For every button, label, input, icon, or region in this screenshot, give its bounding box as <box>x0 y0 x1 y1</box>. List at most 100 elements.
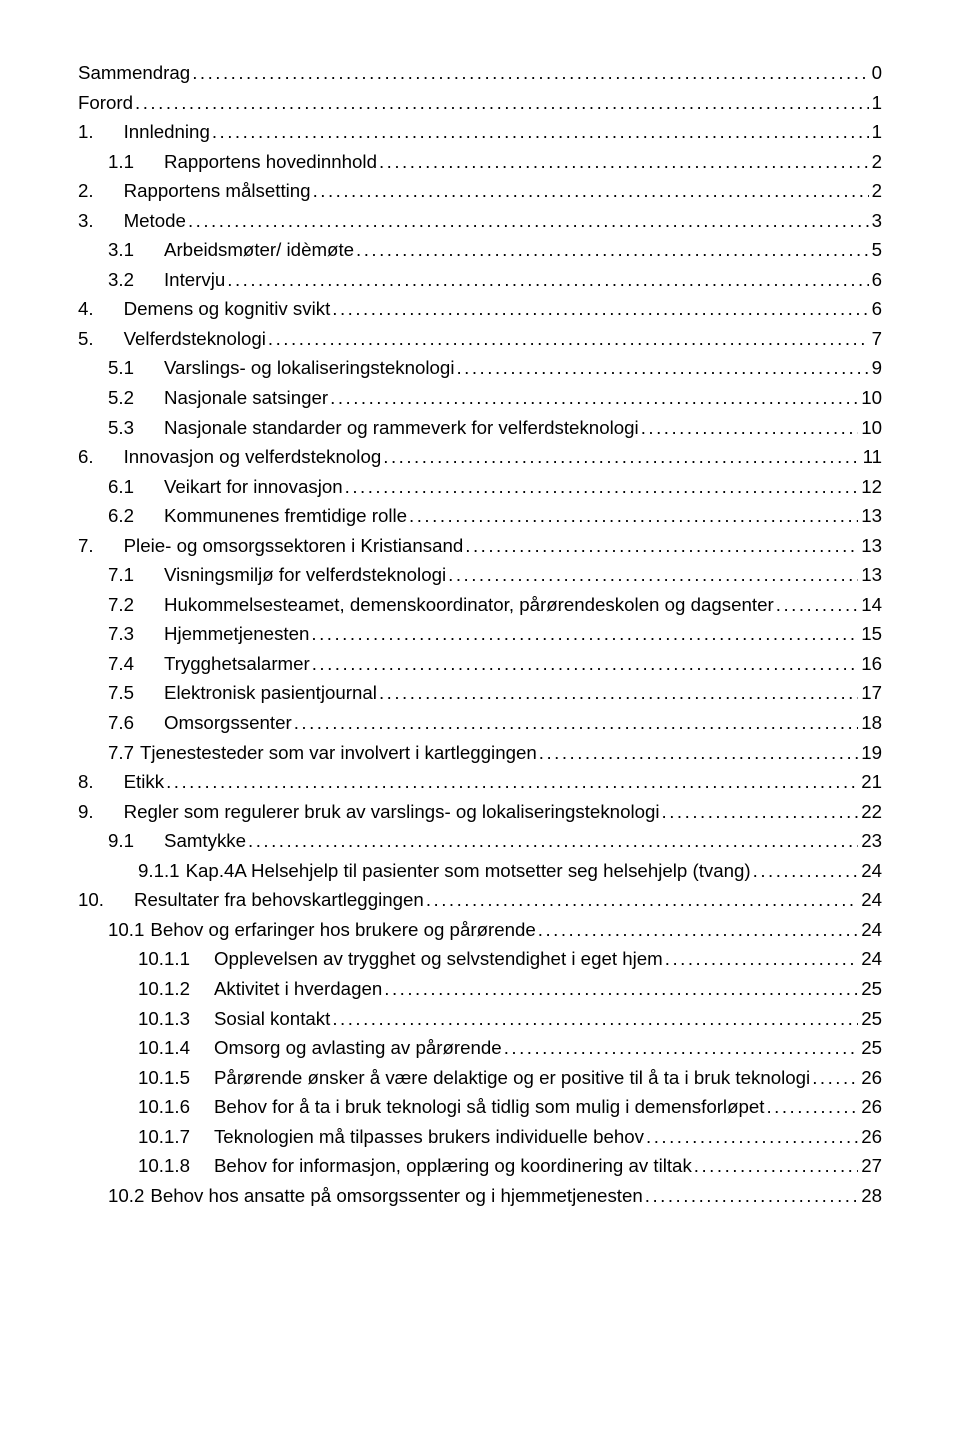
toc-leader-dots <box>330 383 858 413</box>
toc-entry-body: Innovasjon og velferdsteknolog <box>124 442 860 472</box>
toc-entry-title: Sammendrag <box>78 58 192 88</box>
toc-leader-dots <box>465 531 858 561</box>
toc-entry-page: 25 <box>858 1004 882 1034</box>
toc-entry-page: 28 <box>858 1181 882 1211</box>
toc-entry-page: 26 <box>858 1063 882 1093</box>
toc-entry-body: Rapportens målsetting <box>124 176 869 206</box>
toc-entry: 10.1.1Opplevelsen av trygghet og selvste… <box>78 944 882 974</box>
toc-leader-dots <box>313 176 869 206</box>
toc-entry-number: 5.3 <box>108 413 164 443</box>
toc-entry: 8.Etikk21 <box>78 767 882 797</box>
toc-entry-body: Velferdsteknologi <box>124 324 869 354</box>
toc-entry-number: 10.1.8 <box>138 1151 214 1181</box>
toc-leader-dots <box>332 1004 858 1034</box>
toc-entry-body: Intervju <box>164 265 869 295</box>
toc-entry-number: 1. <box>78 117 124 147</box>
toc-entry-page: 2 <box>869 176 882 206</box>
toc-entry-page: 10 <box>858 383 882 413</box>
toc-entry: 10.Resultater fra behovskartleggingen24 <box>78 885 882 915</box>
toc-entry-body: Behov hos ansatte på omsorgssenter og i … <box>150 1181 858 1211</box>
toc-entry: 10.1.6Behov for å ta i bruk teknologi så… <box>78 1092 882 1122</box>
toc-entry-page: 25 <box>858 1033 882 1063</box>
toc-entry-body: Samtykke <box>164 826 858 856</box>
toc-entry-body: Regler som regulerer bruk av varslings- … <box>124 797 859 827</box>
toc-entry-number: 10.1.1 <box>138 944 214 974</box>
toc-leader-dots <box>379 147 869 177</box>
toc-entry-number: 10.1.6 <box>138 1092 214 1122</box>
toc-entry-page: 6 <box>869 265 882 295</box>
toc-leader-dots <box>166 767 858 797</box>
toc-leader-dots <box>776 590 858 620</box>
toc-entry-page: 3 <box>869 206 882 236</box>
toc-entry-page: 1 <box>869 88 882 118</box>
toc-entry-title: Resultater fra behovskartleggingen <box>134 885 426 915</box>
toc-leader-dots <box>188 206 869 236</box>
toc-entry-body: Veikart for innovasjon <box>164 472 858 502</box>
toc-leader-dots <box>426 885 858 915</box>
toc-leader-dots <box>384 974 858 1004</box>
toc-entry-page: 2 <box>869 147 882 177</box>
toc-leader-dots <box>383 442 859 472</box>
toc-entry-page: 17 <box>858 678 882 708</box>
toc-entry-title: Behov og erfaringer hos brukere og pårør… <box>150 915 537 945</box>
toc-entry-title: Visningsmiljø for velferdsteknologi <box>164 560 448 590</box>
toc-entry-title: Trygghetsalarmer <box>164 649 312 679</box>
toc-entry-title: Innovasjon og velferdsteknolog <box>124 442 384 472</box>
toc-entry: 2.Rapportens målsetting2 <box>78 176 882 206</box>
toc-leader-dots <box>311 619 858 649</box>
toc-leader-dots <box>766 1092 858 1122</box>
toc-leader-dots <box>538 915 858 945</box>
toc-leader-dots <box>641 413 859 443</box>
toc-entry-title: Kap.4A Helsehjelp til pasienter som mots… <box>186 856 753 886</box>
toc-entry-title: Velferdsteknologi <box>124 324 268 354</box>
toc-entry-page: 23 <box>858 826 882 856</box>
toc-entry-number: 7.7 <box>108 738 140 768</box>
toc-entry-number: 7.3 <box>108 619 164 649</box>
toc-entry: 7.7Tjenestesteder som var involvert i ka… <box>78 738 882 768</box>
toc-entry: 9.1Samtykke23 <box>78 826 882 856</box>
toc-entry-number: 3. <box>78 206 124 236</box>
toc-entry-page: 21 <box>858 767 882 797</box>
toc-entry-body: Behov for informasjon, opplæring og koor… <box>214 1151 858 1181</box>
toc-entry: 7.5Elektronisk pasientjournal17 <box>78 678 882 708</box>
toc-entry-page: 5 <box>869 235 882 265</box>
toc-entry-body: Hjemmetjenesten <box>164 619 858 649</box>
toc-leader-dots <box>379 678 858 708</box>
toc-entry-title: Behov for informasjon, opplæring og koor… <box>214 1151 694 1181</box>
toc-leader-dots <box>212 117 869 147</box>
toc-entry-body: Demens og kognitiv svikt <box>124 294 869 324</box>
toc-entry-page: 24 <box>858 915 882 945</box>
toc-entry: Forord1 <box>78 88 882 118</box>
toc-entry-page: 18 <box>858 708 882 738</box>
toc-entry: 10.1.2Aktivitet i hverdagen25 <box>78 974 882 1004</box>
toc-entry-title: Demens og kognitiv svikt <box>124 294 333 324</box>
toc-entry-title: Intervju <box>164 265 227 295</box>
toc-entry-title: Hukommelsesteamet, demenskoordinator, på… <box>164 590 776 620</box>
toc-entry-number: 1.1 <box>108 147 164 177</box>
toc-leader-dots <box>456 353 868 383</box>
toc-leader-dots <box>345 472 859 502</box>
toc-entry-page: 9 <box>869 353 882 383</box>
toc-leader-dots <box>448 560 858 590</box>
toc-entry-number: 10.2 <box>108 1181 150 1211</box>
toc-entry-page: 12 <box>858 472 882 502</box>
toc-entry: 10.1Behov og erfaringer hos brukere og p… <box>78 915 882 945</box>
toc-entry-body: Visningsmiljø for velferdsteknologi <box>164 560 858 590</box>
toc-entry-number: 4. <box>78 294 124 324</box>
toc-entry-number: 6.2 <box>108 501 164 531</box>
toc-entry-title: Opplevelsen av trygghet og selvstendighe… <box>214 944 665 974</box>
toc-entry-title: Elektronisk pasientjournal <box>164 678 379 708</box>
toc-entry-number: 10. <box>78 885 134 915</box>
toc-entry-number: 7.2 <box>108 590 164 620</box>
toc-entry-title: Pleie- og omsorgssektoren i Kristiansand <box>124 531 466 561</box>
toc-entry-body: Arbeidsmøter/ idèmøte <box>164 235 869 265</box>
toc-entry: 10.2Behov hos ansatte på omsorgssenter o… <box>78 1181 882 1211</box>
toc-entry-page: 7 <box>869 324 882 354</box>
toc-entry-page: 13 <box>858 501 882 531</box>
toc-entry-title: Behov hos ansatte på omsorgssenter og i … <box>150 1181 644 1211</box>
toc-entry-title: Rapportens målsetting <box>124 176 313 206</box>
toc-entry-number: 6. <box>78 442 124 472</box>
toc-entry-title: Teknologien må tilpasses brukers individ… <box>214 1122 646 1152</box>
toc-entry-body: Pleie- og omsorgssektoren i Kristiansand <box>124 531 859 561</box>
toc-entry-page: 24 <box>858 856 882 886</box>
